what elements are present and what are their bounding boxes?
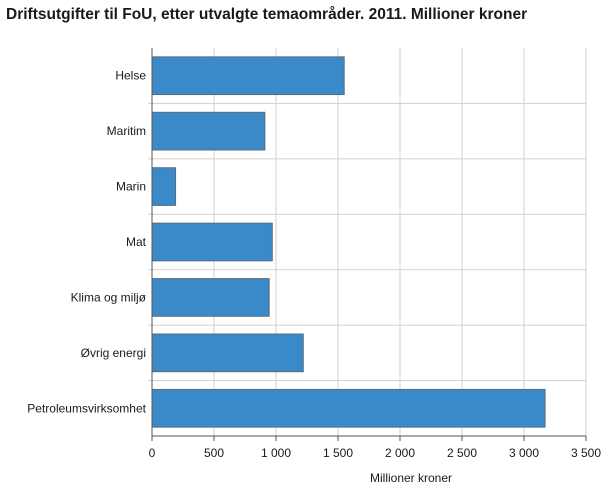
x-tick-label: 500: [204, 446, 224, 460]
bar-petroleumsvirksomhet: [151, 388, 546, 428]
x-tick-label: 3 500: [571, 446, 601, 460]
category-label: Petroleumsvirksomhet: [27, 401, 146, 415]
category-separators: [148, 102, 586, 382]
bar-mat: [151, 222, 273, 262]
x-tick-label: 1 500: [323, 446, 353, 460]
category-label: Mat: [126, 235, 147, 249]
bar-øvrig-energi: [151, 333, 304, 373]
category-label: Maritim: [107, 124, 146, 138]
category-label: Klima og miljø: [71, 290, 147, 304]
bar-helse: [151, 56, 345, 96]
bar-maritim: [151, 111, 266, 151]
x-tick-label: 3 000: [509, 446, 539, 460]
category-label: Øvrig energi: [81, 346, 146, 360]
bar-klima-og-miljø: [151, 278, 270, 317]
x-axis-title: Millioner kroner: [370, 471, 452, 485]
chart-title: Driftsutgifter til FoU, etter utvalgte t…: [6, 6, 528, 23]
x-tick-label: 0: [149, 446, 156, 460]
category-label: Marin: [116, 180, 146, 194]
bar-marin: [151, 167, 177, 206]
category-label: Helse: [115, 69, 146, 83]
x-tick-label: 2 000: [385, 446, 415, 460]
x-tick-label: 2 500: [447, 446, 477, 460]
x-tick-label: 1 000: [261, 446, 291, 460]
labels: 0 500 1 000 1 500 2 000 2 500 3 000 3 500 Helse M…: [27, 69, 601, 460]
axes: [151, 48, 587, 441]
bars: [151, 56, 546, 428]
